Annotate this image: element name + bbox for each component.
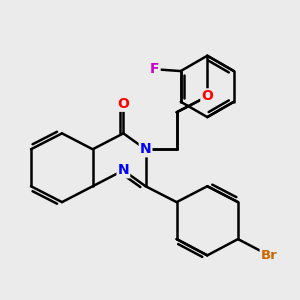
Text: Br: Br bbox=[261, 249, 278, 262]
Text: O: O bbox=[201, 89, 213, 103]
Text: N: N bbox=[118, 163, 129, 177]
Text: F: F bbox=[150, 62, 160, 76]
Text: O: O bbox=[117, 97, 129, 111]
Text: N: N bbox=[140, 142, 152, 156]
